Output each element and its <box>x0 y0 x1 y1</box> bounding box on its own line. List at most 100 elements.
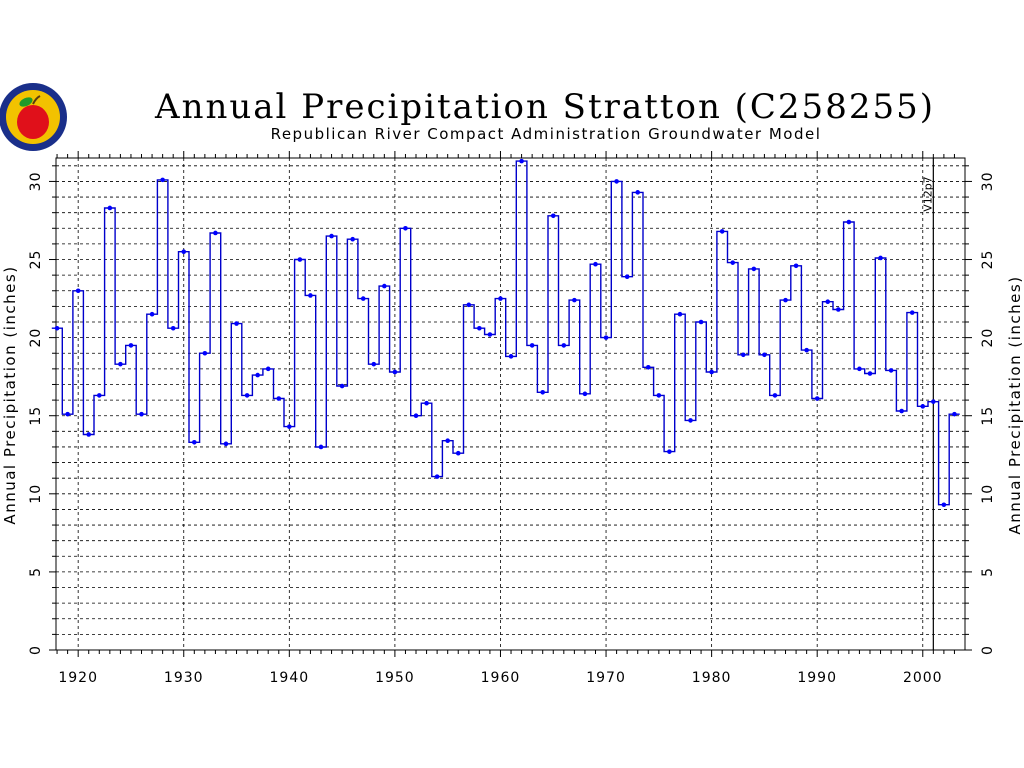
x-tick-label: 2000 <box>903 670 943 686</box>
precipitation-series <box>51 158 960 508</box>
data-point <box>814 396 820 401</box>
data-point <box>234 321 239 326</box>
data-point <box>614 179 619 184</box>
data-point <box>825 299 831 304</box>
data-point <box>920 404 926 409</box>
data-point <box>223 441 229 447</box>
data-point <box>297 257 303 262</box>
data-point <box>498 296 503 301</box>
data-point <box>519 158 524 164</box>
y-tick-label-left: 20 <box>28 328 44 348</box>
data-point <box>339 383 345 389</box>
version-annotation: V12p7 <box>921 176 934 212</box>
data-point <box>836 307 841 312</box>
data-point <box>645 364 651 370</box>
data-point <box>65 411 70 417</box>
y-tick-label-right: 5 <box>980 567 996 577</box>
data-point <box>192 439 197 445</box>
y-tick-label-left: 30 <box>28 172 44 192</box>
data-point <box>931 399 936 404</box>
y-tick-label-right: 15 <box>980 406 996 426</box>
data-point <box>287 424 292 429</box>
data-point <box>656 393 662 398</box>
data-point <box>350 236 355 242</box>
data-point <box>54 325 60 331</box>
data-point <box>118 361 123 367</box>
data-point <box>867 371 873 376</box>
data-point <box>455 450 461 456</box>
apple-logo <box>0 83 67 151</box>
data-point <box>128 343 134 348</box>
data-point <box>392 369 398 375</box>
y-tick-label-right: 25 <box>980 250 996 270</box>
series-step-line <box>51 160 960 506</box>
data-point <box>888 368 894 373</box>
data-point <box>403 225 408 231</box>
y-axis-label-left: Annual Precipitation (inches) <box>1 265 19 524</box>
data-point <box>529 343 535 348</box>
data-point <box>793 263 799 269</box>
data-point <box>434 474 440 479</box>
data-point <box>487 332 493 337</box>
data-point <box>857 366 862 372</box>
data-point <box>603 335 609 340</box>
y-tick-label-right: 20 <box>980 328 996 348</box>
x-tick-label: 1920 <box>58 670 98 686</box>
data-point <box>762 352 767 358</box>
data-point <box>730 260 736 265</box>
data-point <box>75 288 81 294</box>
y-tick-label-left: 10 <box>28 484 44 504</box>
x-tick-label: 1960 <box>481 670 521 686</box>
data-point <box>624 274 630 280</box>
y-tick-label-right: 0 <box>980 645 996 655</box>
y-tick-label-left: 25 <box>28 250 44 270</box>
tick-labels: 1920 1930 1940 1950 1960 1970 1980 1990 2000 0 0 5 5… <box>28 172 996 686</box>
data-point <box>550 213 556 219</box>
data-point <box>318 444 324 450</box>
data-point <box>783 297 788 303</box>
chart-subtitle: Republican River Compact Administration … <box>271 125 822 143</box>
data-point <box>86 432 92 437</box>
data-point <box>96 393 102 398</box>
data-point <box>107 205 113 211</box>
data-point <box>276 396 282 401</box>
data-point <box>772 393 778 398</box>
data-point <box>213 230 218 236</box>
data-point <box>740 352 746 358</box>
y-axis-label-right: Annual Precipitation (inches) <box>1006 275 1024 534</box>
y-tick-label-right: 30 <box>980 172 996 192</box>
data-point <box>952 411 957 417</box>
data-point <box>160 177 165 183</box>
data-point <box>719 229 725 234</box>
data-point <box>477 325 482 331</box>
data-point <box>909 310 915 315</box>
y-tick-label-left: 0 <box>28 645 44 655</box>
x-tick-label: 1980 <box>692 670 732 686</box>
data-point <box>149 311 155 317</box>
data-point <box>202 350 208 356</box>
data-point <box>677 311 683 317</box>
data-point <box>846 219 852 225</box>
data-point <box>360 296 366 301</box>
data-point <box>709 369 714 375</box>
data-point <box>424 400 429 406</box>
x-tick-label: 1990 <box>797 670 837 686</box>
data-point <box>540 389 546 395</box>
x-tick-label: 1930 <box>164 670 204 686</box>
data-point <box>804 347 809 353</box>
data-point <box>413 413 419 419</box>
data-point <box>170 325 176 331</box>
y-tick-label-right: 10 <box>980 484 996 504</box>
data-point <box>466 302 472 308</box>
data-point <box>593 261 598 267</box>
chart-title: Annual Precipitation Stratton (C258255) <box>154 87 935 127</box>
x-tick-label: 1950 <box>375 670 415 686</box>
data-point <box>635 190 641 195</box>
data-point <box>329 233 334 239</box>
y-tick-label-left: 15 <box>28 406 44 426</box>
data-point <box>941 502 947 508</box>
data-point <box>265 366 271 372</box>
data-point <box>561 343 567 348</box>
data-point <box>308 293 313 298</box>
data-point <box>698 319 704 325</box>
